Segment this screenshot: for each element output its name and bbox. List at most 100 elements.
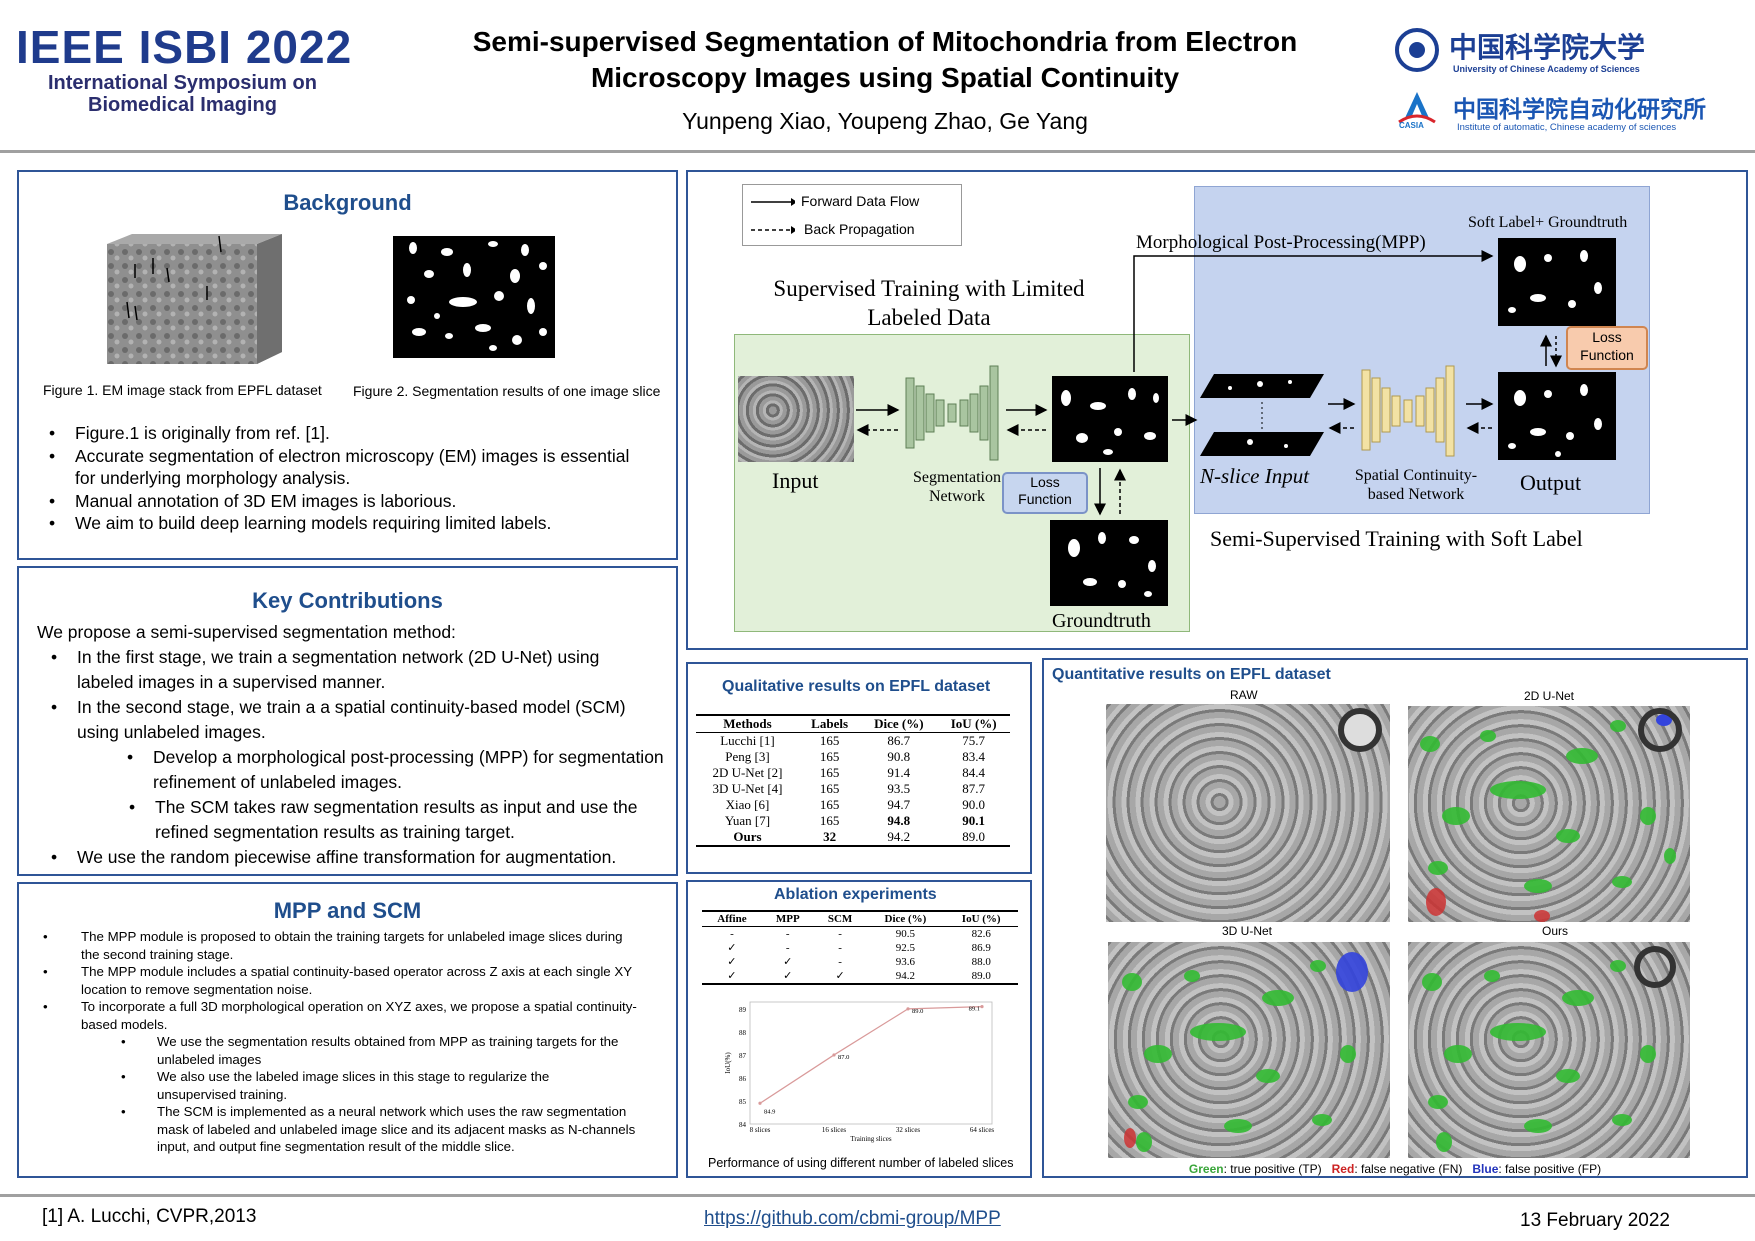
col-header: Dice (%): [866, 910, 945, 927]
segnet-label-line1: Segmentation: [913, 469, 1001, 486]
data-label: 89.0: [912, 1008, 923, 1015]
ucas-seal-icon: [1395, 28, 1439, 72]
col-header: MPP: [761, 910, 814, 927]
authors: Yunpeng Xiao, Youpeng Zhao, Ge Yang: [682, 108, 1088, 134]
unet3d-result-image: [1108, 942, 1390, 1158]
table-row: Ours 32 94.2 89.0: [696, 829, 1010, 847]
data-point: [758, 1101, 762, 1105]
output-label: Output: [1520, 470, 1582, 495]
input-image: [738, 376, 854, 462]
loss2-line2: Function: [1580, 347, 1634, 363]
segmentation-network: [905, 365, 999, 461]
cell: 94.2: [860, 829, 938, 847]
loss-function-box-1: Loss Function: [1002, 472, 1088, 514]
title-line2: Microscopy Images using Spatial Continui…: [590, 62, 1180, 93]
soft-label: Soft Label+ Groundtruth: [1468, 214, 1628, 231]
nslice-input: [1200, 374, 1324, 456]
mpp-bullet: The MPP module includes a spatial contin…: [29, 963, 669, 998]
github-link[interactable]: https://github.com/cbmi-group/MPP: [704, 1208, 1001, 1229]
cell: 165: [819, 813, 840, 828]
data-point: [906, 1007, 910, 1011]
iou-line-chart: 84 85 86 87 88 89 8 slices 16 slices 32 slices 64…: [724, 1001, 994, 1143]
series-line: [759, 1006, 983, 1104]
cell: 165: [819, 749, 840, 764]
table-row: - - - 90.5 82.6: [702, 927, 1018, 942]
cell: 165: [819, 797, 840, 812]
segnet-label: Segmentation Network: [882, 468, 1032, 506]
table-row: ✓ ✓ ✓ 94.2 89.0: [702, 969, 1018, 985]
diagram-arrows: [856, 250, 1562, 516]
y-tick-label: 87: [739, 1052, 747, 1060]
legend-red: Red: [1331, 1162, 1355, 1176]
nslice-label: N-slice Input: [1200, 464, 1309, 489]
groundtruth-image: [1050, 520, 1168, 606]
loss2-line1: Loss: [1592, 329, 1622, 345]
col-header: IoU (%): [937, 714, 1010, 733]
cell: Peng [3]: [725, 749, 770, 764]
cell: 94.7: [887, 797, 911, 812]
mpp-title: MPP and SCM: [273, 898, 422, 923]
em-stack-figure: [107, 234, 297, 366]
cell: 32: [798, 829, 861, 847]
cell: 86.7: [887, 733, 911, 748]
scn-label-line2: based Network: [1367, 486, 1465, 503]
ucas-logo: 中国科学院大学 University of Chinese Academy of…: [1395, 26, 1745, 78]
contributions-panel: Key Contributions We propose a semi-supe…: [17, 566, 678, 876]
ucas-en: University of Chinese Academy of Science…: [1453, 64, 1640, 74]
soft-label-image: [1498, 238, 1616, 326]
legend-blue: Blue: [1472, 1162, 1499, 1176]
background-panel: Background Figure 1. EM image stack from…: [17, 170, 678, 560]
cell: 90.5: [895, 928, 916, 940]
x-tick-label: 16 slices: [822, 1126, 847, 1134]
groundtruth-label: Groundtruth: [1052, 610, 1151, 632]
title-line1: Semi-supervised Segmentation of Mitochon…: [472, 26, 1298, 57]
unet2d-result-image: [1408, 706, 1690, 922]
contribution-subbullet: Develop a morphological post-processing …: [35, 745, 667, 795]
cell: ✓: [813, 969, 867, 985]
casia-logo: CASIA 中国科学院自动化研究所 Institute of automatic…: [1395, 88, 1745, 138]
legend-back: Back Propagation: [804, 221, 915, 237]
segnet-label-line2: Network: [929, 488, 985, 505]
background-bullets: Figure.1 is originally from ref. [1]. Ac…: [35, 422, 635, 535]
nslice-text: N-slice Input: [1200, 464, 1310, 488]
mpp-subbullet: We use the segmentation results obtained…: [29, 1033, 669, 1068]
table-row: 2D U-Net [2] 165 91.4 84.4: [696, 765, 1010, 781]
background-title: Background: [283, 190, 412, 215]
background-bullet: We aim to build deep learning models req…: [35, 512, 635, 535]
cell: 89.0: [937, 829, 1010, 847]
y-tick-label: 89: [739, 1006, 747, 1014]
contributions-intro: We propose a semi-supervised segmentatio…: [37, 622, 456, 642]
header-divider: [0, 150, 1755, 153]
col-header: Labels: [798, 714, 861, 733]
label-3d-unet: 3D U-Net: [1222, 924, 1273, 938]
cell: -: [785, 942, 790, 954]
output-image: [1498, 372, 1616, 460]
table-row: Xiao [6] 165 94.7 90.0: [696, 797, 1010, 813]
cell: 91.4: [887, 765, 911, 780]
loss-function-box-2: Loss Function: [1566, 326, 1648, 370]
cell: 88.0: [971, 956, 991, 968]
x-tick-label: 32 slices: [896, 1126, 921, 1134]
input-label: Input: [772, 468, 819, 493]
header: IEEE ISBI 2022 International Symposium o…: [0, 0, 1755, 153]
supervised-title: Supervised Training with Limited Labeled…: [734, 274, 1124, 332]
qualitative-panel: Qualitative results on EPFL dataset Meth…: [686, 662, 1032, 874]
label-ours: Ours: [1542, 924, 1569, 938]
poster-title: Semi-supervised Segmentation of Mitochon…: [420, 24, 1350, 96]
cell: 90.0: [962, 797, 986, 812]
qualitative-table: Methods Labels Dice (%) IoU (%) Lucchi […: [696, 714, 1010, 847]
ablation-table: Affine MPP SCM Dice (%) IoU (%) - - - 90.5 8…: [702, 910, 1018, 985]
y-tick-label: 88: [739, 1029, 747, 1037]
y-axis-label: IoU(%): [724, 1052, 732, 1074]
cell: ✓: [783, 956, 793, 968]
table-row: ✓ - - 92.5 86.9: [702, 941, 1018, 955]
mpp-bullet: To incorporate a full 3D morphological o…: [29, 998, 669, 1033]
qualitative-title: Qualitative results on EPFL dataset: [722, 678, 991, 695]
cell: -: [838, 956, 842, 968]
legend-green: Green: [1188, 1162, 1224, 1176]
col-header: IoU (%): [944, 910, 1018, 927]
cell: 94.2: [866, 969, 945, 985]
col-header: Dice (%): [860, 714, 938, 733]
loss1-line1: Loss: [1030, 474, 1060, 490]
cell: -: [785, 928, 790, 940]
